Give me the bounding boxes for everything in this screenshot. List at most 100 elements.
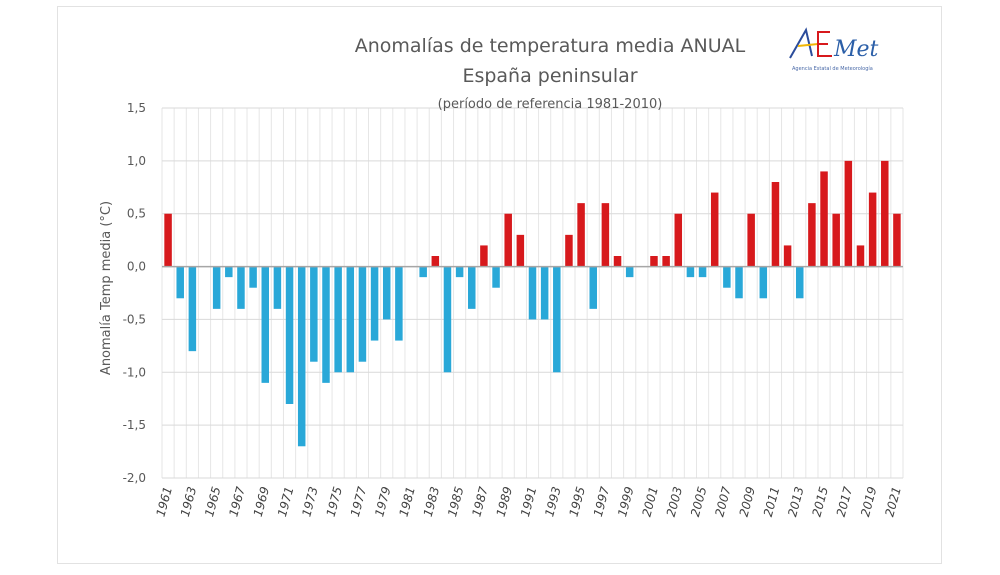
x-tick-label: 2011 (761, 485, 782, 518)
bar-1989 (504, 213, 512, 267)
bar-2014 (808, 203, 816, 267)
chart-title: Anomalías de temperatura media ANUAL (355, 35, 746, 57)
x-tick-label: 1971 (275, 485, 296, 518)
aemet-logo: Met Agencia Estatal de Meteorología (789, 27, 879, 72)
x-tick-label: 1979 (372, 485, 393, 518)
x-tick-label: 1975 (324, 485, 345, 518)
x-tick-label: 2001 (639, 485, 660, 518)
x-tick-label: 2019 (858, 485, 879, 518)
bar-2019 (868, 192, 877, 267)
x-tick-label: 1997 (591, 485, 613, 518)
bar-1967 (237, 266, 245, 309)
bar-1991 (528, 266, 537, 320)
bar-1975 (334, 266, 342, 373)
logo-e (817, 31, 832, 57)
y-axis-ticks: 1,5 1,0 0,5 0,0 -0,5 -1,0 -1,5 -2,0 (123, 101, 146, 485)
x-tick-label: 1983 (421, 485, 442, 518)
x-tick-label: 2003 (664, 485, 685, 518)
bar-1997 (601, 203, 610, 267)
x-tick-label: 1977 (348, 485, 370, 518)
x-tick-label: 1961 (154, 485, 175, 518)
y-tick-label: -1,0 (123, 365, 146, 379)
bar-1996 (589, 266, 597, 309)
bar-1973 (310, 266, 318, 362)
bar-1995 (577, 203, 585, 267)
bar-2016 (832, 213, 840, 267)
x-tick-label: 1985 (445, 485, 466, 518)
logo-met: Met (833, 37, 879, 62)
x-tick-label: 1967 (226, 485, 248, 518)
bar-2020 (881, 160, 889, 267)
x-tick-label: 1973 (299, 485, 320, 518)
x-tick-label: 1999 (615, 485, 636, 518)
x-tick-label: 1965 (202, 485, 223, 518)
y-axis-label: Anomalía Temp media (°C) (99, 201, 114, 375)
y-tick-label: -2,0 (123, 471, 146, 485)
bar-1972 (297, 266, 306, 447)
bar-1992 (540, 266, 549, 320)
x-tick-label: 1987 (469, 485, 491, 518)
bar-2001 (650, 256, 658, 267)
y-tick-label: 0,0 (127, 260, 146, 274)
logo-a-cross (797, 43, 819, 47)
bar-1985 (455, 266, 464, 278)
bars (164, 160, 901, 447)
bar-2005 (698, 266, 707, 278)
y-tick-label: -1,5 (123, 418, 146, 432)
bar-2015 (820, 171, 828, 267)
bar-1974 (322, 266, 330, 383)
bar-1987 (480, 245, 488, 267)
bar-2017 (844, 160, 853, 267)
bar-1965 (212, 266, 221, 309)
logo-a-stroke (789, 27, 813, 59)
bar-2021 (893, 213, 901, 267)
x-tick-label: 1981 (396, 485, 417, 518)
x-tick-label: 1989 (494, 485, 515, 518)
bar-2002 (662, 256, 670, 267)
bar-2011 (771, 182, 780, 267)
bar-1988 (492, 266, 500, 288)
bar-1966 (225, 266, 233, 278)
bar-2018 (856, 245, 865, 267)
x-axis-ticks: 1961 1963 1965 1967 1969 1971 1973 1975 1977 1979… (154, 485, 904, 518)
y-tick-label: 1,0 (127, 154, 146, 168)
bar-1978 (370, 266, 379, 341)
bar-1982 (419, 266, 427, 278)
x-tick-label: 1963 (178, 485, 199, 518)
bar-2010 (759, 266, 768, 299)
bar-2012 (783, 245, 792, 267)
bar-1994 (565, 234, 573, 267)
bar-2009 (747, 213, 755, 267)
logo-subtitle: Agencia Estatal de Meteorología (792, 65, 873, 72)
x-tick-label: 2009 (737, 485, 758, 518)
bar-1983 (431, 256, 440, 267)
chart-reference-note: (período de referencia 1981-2010) (438, 97, 663, 112)
bar-2007 (723, 266, 731, 288)
bar-2013 (795, 266, 804, 299)
chart-subtitle: España peninsular (462, 65, 637, 87)
bar-1976 (346, 266, 355, 373)
x-tick-label: 1995 (567, 485, 588, 518)
bar-1970 (273, 266, 282, 309)
bar-2003 (674, 213, 683, 267)
bar-1962 (176, 266, 184, 299)
x-tick-label: 2013 (785, 485, 806, 518)
bar-1961 (164, 213, 172, 267)
x-tick-label: 2015 (810, 485, 831, 518)
bar-1963 (188, 266, 197, 352)
bar-2004 (686, 266, 695, 278)
bar-1977 (358, 266, 367, 362)
x-tick-label: 1993 (542, 485, 563, 518)
y-tick-label: 1,5 (127, 101, 146, 115)
x-tick-label: 2021 (882, 485, 903, 518)
bar-1980 (395, 266, 403, 341)
y-tick-label: -0,5 (123, 312, 146, 326)
bar-1971 (285, 266, 294, 404)
x-tick-label: 2017 (834, 485, 856, 518)
bar-1968 (249, 266, 257, 288)
bar-1998 (613, 256, 622, 267)
x-tick-label: 1969 (251, 485, 272, 518)
bar-1990 (516, 234, 525, 267)
y-tick-label: 0,5 (127, 207, 146, 221)
